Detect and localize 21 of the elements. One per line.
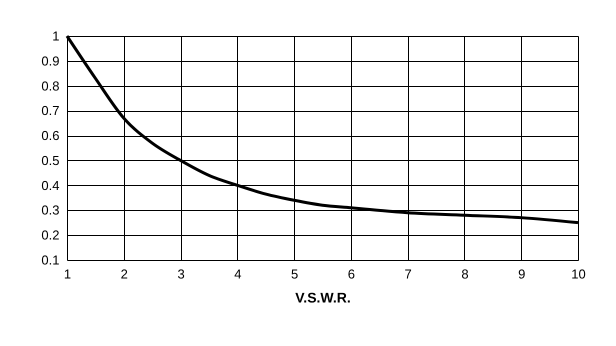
x-tick-label: 9 — [518, 266, 526, 282]
y-tick-label: 0.7 — [41, 103, 60, 118]
y-tick-label: 0.4 — [41, 178, 60, 193]
y-tick-label: 0.8 — [41, 78, 60, 94]
x-tick-label: 5 — [290, 266, 298, 282]
y-tick-label: 0.9 — [41, 53, 60, 68]
x-tick-label: 7 — [404, 266, 412, 282]
x-tick-label: 2 — [120, 266, 128, 282]
x-tick-label: 8 — [461, 266, 469, 282]
y-tick-label: 0.2 — [41, 228, 60, 243]
y-tick-label: 0.6 — [41, 128, 60, 144]
y-tick-label: 0.1 — [41, 252, 60, 268]
x-tick-label: 4 — [234, 266, 242, 282]
x-tick-label: 6 — [348, 266, 356, 282]
y-tick-label: 0.5 — [41, 152, 60, 168]
y-tick-label: 0.3 — [41, 202, 60, 218]
y-tick-label: 1 — [52, 28, 60, 44]
x-tick-label: 3 — [177, 266, 185, 282]
x-axis-title: V.S.W.R. — [295, 290, 351, 306]
x-tick-label: 10 — [571, 266, 586, 282]
x-tick-label: 1 — [64, 266, 72, 282]
